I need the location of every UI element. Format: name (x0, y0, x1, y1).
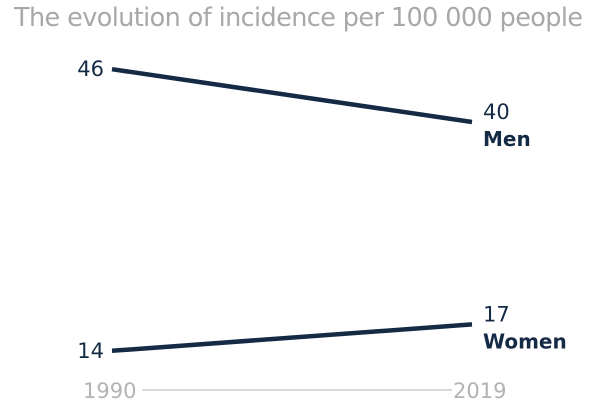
series-label-men: Men (483, 127, 531, 151)
value-label-women-2019: 17 (483, 302, 510, 326)
x-axis: 1990 2019 (83, 379, 506, 403)
value-label-women-1990: 14 (77, 339, 104, 363)
value-label-men-2019: 40 (483, 100, 510, 124)
series-line-women (111, 322, 473, 354)
value-label-men-1990: 46 (77, 57, 104, 81)
label-layer: 46 40 Men 14 17 Women (77, 57, 566, 363)
series-label-women: Women (483, 329, 567, 353)
series-layer (111, 66, 473, 354)
x-tick-label-1990: 1990 (83, 379, 136, 403)
chart-title: The evolution of incidence per 100 000 p… (14, 3, 583, 33)
x-tick-label-2019: 2019 (453, 379, 506, 403)
series-line-men (111, 66, 473, 125)
